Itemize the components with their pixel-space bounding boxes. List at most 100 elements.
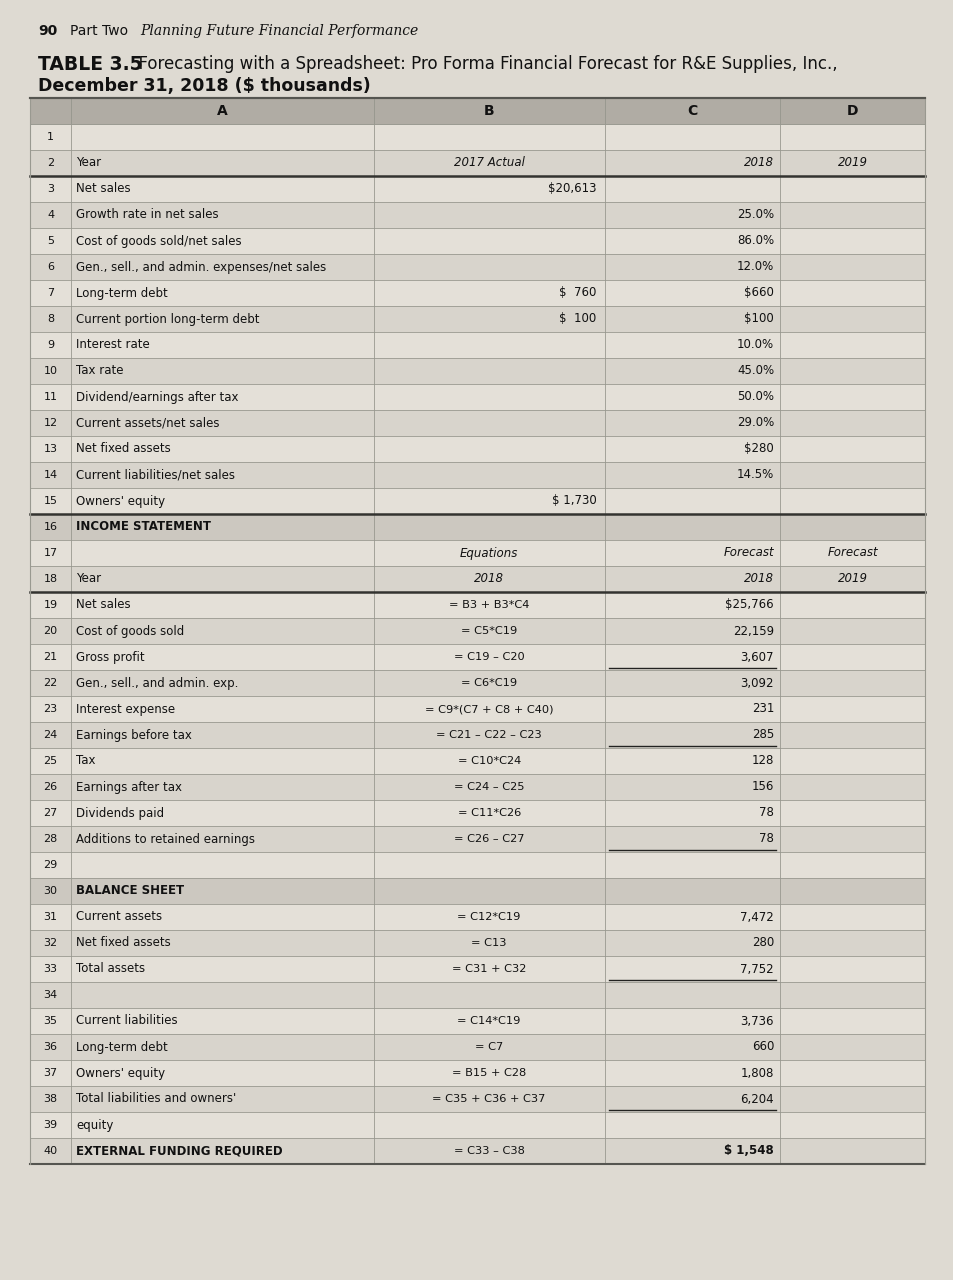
Bar [30, 1112, 924, 1138]
Text: 27: 27 [44, 808, 57, 818]
Text: 38: 38 [44, 1094, 57, 1103]
Bar [30, 722, 924, 748]
Text: 90: 90 [38, 24, 57, 38]
Text: = C5*C19: = C5*C19 [460, 626, 517, 636]
Bar [30, 1138, 924, 1164]
Bar [30, 618, 924, 644]
Bar [30, 566, 924, 591]
Text: Year: Year [76, 156, 101, 169]
Text: Total liabilities and owners': Total liabilities and owners' [76, 1093, 236, 1106]
Text: Cost of goods sold/net sales: Cost of goods sold/net sales [76, 234, 241, 247]
Text: A: A [217, 104, 228, 118]
Text: 25.0%: 25.0% [736, 209, 773, 221]
Text: Earnings after tax: Earnings after tax [76, 781, 182, 794]
Bar [30, 384, 924, 410]
Text: = C19 – C20: = C19 – C20 [454, 652, 524, 662]
Text: Forecast: Forecast [722, 547, 773, 559]
Text: 23: 23 [44, 704, 57, 714]
Text: = C24 – C25: = C24 – C25 [454, 782, 524, 792]
Bar [30, 956, 924, 982]
Text: 15: 15 [44, 495, 57, 506]
Text: Current assets: Current assets [76, 910, 162, 923]
Bar [30, 540, 924, 566]
Text: Owners' equity: Owners' equity [76, 1066, 165, 1079]
Text: C: C [686, 104, 697, 118]
Text: 35: 35 [44, 1016, 57, 1027]
Text: 18: 18 [44, 573, 57, 584]
Text: 231: 231 [751, 703, 773, 716]
Text: Net fixed assets: Net fixed assets [76, 937, 171, 950]
Text: 22: 22 [44, 678, 57, 689]
Text: 26: 26 [44, 782, 57, 792]
Text: 78: 78 [759, 832, 773, 846]
Text: 6: 6 [47, 262, 54, 271]
Bar [30, 515, 924, 540]
Text: 3: 3 [47, 184, 54, 195]
Text: 45.0%: 45.0% [736, 365, 773, 378]
Text: Current liabilities/net sales: Current liabilities/net sales [76, 468, 235, 481]
Text: $20,613: $20,613 [548, 183, 596, 196]
Text: Gen., sell., and admin. expenses/net sales: Gen., sell., and admin. expenses/net sal… [76, 261, 326, 274]
Text: $ 1,548: $ 1,548 [723, 1144, 773, 1157]
Bar [30, 202, 924, 228]
Text: Current assets/net sales: Current assets/net sales [76, 416, 219, 430]
Text: $  100: $ 100 [558, 312, 596, 325]
Text: 2017 Actual: 2017 Actual [454, 156, 524, 169]
Bar [30, 488, 924, 515]
Text: 7,472: 7,472 [740, 910, 773, 923]
Text: Current portion long-term debt: Current portion long-term debt [76, 312, 259, 325]
Text: = C31 + C32: = C31 + C32 [452, 964, 526, 974]
Text: 3,736: 3,736 [740, 1015, 773, 1028]
Bar [30, 878, 924, 904]
Text: = C9*(C7 + C8 + C40): = C9*(C7 + C8 + C40) [424, 704, 553, 714]
Text: Current liabilities: Current liabilities [76, 1015, 177, 1028]
Text: 31: 31 [44, 911, 57, 922]
Text: = C26 – C27: = C26 – C27 [454, 835, 524, 844]
Bar [30, 982, 924, 1009]
Text: 10: 10 [44, 366, 57, 376]
Text: equity: equity [76, 1119, 113, 1132]
Text: = C14*C19: = C14*C19 [457, 1016, 520, 1027]
Text: 17: 17 [44, 548, 57, 558]
Text: 4: 4 [47, 210, 54, 220]
Text: = B3 + B3*C4: = B3 + B3*C4 [449, 600, 529, 611]
Text: Gross profit: Gross profit [76, 650, 145, 663]
Text: = C33 – C38: = C33 – C38 [454, 1146, 524, 1156]
Text: Net sales: Net sales [76, 183, 131, 196]
Text: Equations: Equations [459, 547, 517, 559]
Text: Forecasting with a Spreadsheet: Pro Forma Financial Forecast for R&E Supplies, I: Forecasting with a Spreadsheet: Pro Form… [128, 55, 837, 73]
Text: 28: 28 [44, 835, 57, 844]
Text: Tax: Tax [76, 754, 95, 768]
Text: $25,766: $25,766 [724, 599, 773, 612]
Text: 20: 20 [44, 626, 57, 636]
Bar [30, 696, 924, 722]
Text: Interest rate: Interest rate [76, 338, 150, 352]
Text: Tax rate: Tax rate [76, 365, 124, 378]
Text: Owners' equity: Owners' equity [76, 494, 165, 507]
Text: Additions to retained earnings: Additions to retained earnings [76, 832, 254, 846]
Text: Total assets: Total assets [76, 963, 145, 975]
Text: 14: 14 [44, 470, 57, 480]
Bar [30, 826, 924, 852]
Text: 33: 33 [44, 964, 57, 974]
Bar [30, 332, 924, 358]
Text: Forecast: Forecast [826, 547, 877, 559]
Text: D: D [846, 104, 858, 118]
Bar [30, 644, 924, 669]
Text: Dividend/earnings after tax: Dividend/earnings after tax [76, 390, 238, 403]
Text: Cost of goods sold: Cost of goods sold [76, 625, 184, 637]
Text: Long-term debt: Long-term debt [76, 1041, 168, 1053]
Bar [30, 280, 924, 306]
Text: 12.0%: 12.0% [736, 261, 773, 274]
Bar [30, 1060, 924, 1085]
Text: Planning Future Financial Performance: Planning Future Financial Performance [140, 24, 417, 38]
Text: = C12*C19: = C12*C19 [457, 911, 520, 922]
Bar [30, 852, 924, 878]
Text: 2019: 2019 [837, 156, 866, 169]
Text: 14.5%: 14.5% [736, 468, 773, 481]
Bar [30, 175, 924, 202]
Text: = C11*C26: = C11*C26 [457, 808, 520, 818]
Text: 8: 8 [47, 314, 54, 324]
Text: 1,808: 1,808 [740, 1066, 773, 1079]
Bar [30, 99, 924, 124]
